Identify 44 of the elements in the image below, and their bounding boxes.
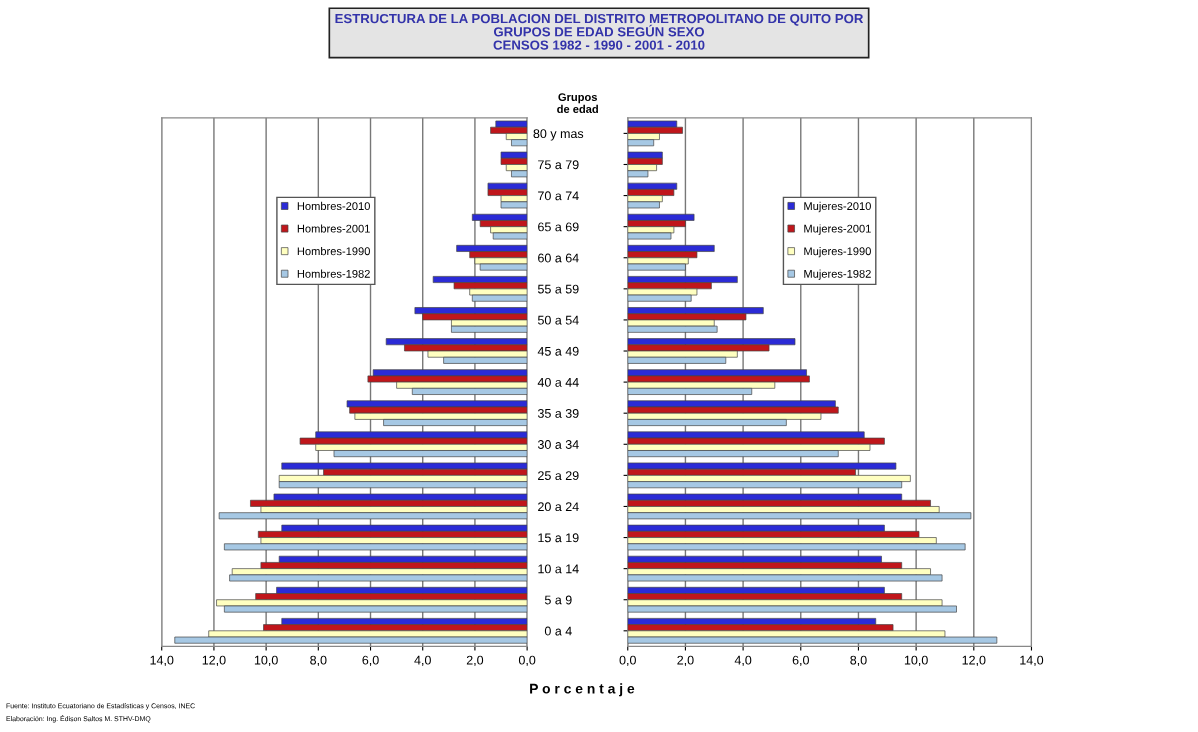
legend-label: Mujeres-2010	[804, 201, 871, 213]
x-tick-label: 2,0	[677, 655, 694, 667]
y-axis-title: Grupos de edad	[557, 93, 598, 114]
y-tick-label: 35 a 39	[537, 408, 579, 418]
y-tick-label: 25 a 29	[538, 471, 579, 481]
y-tick-label: 70 a 74	[538, 191, 579, 201]
x-tick-label: 6,0	[792, 655, 809, 667]
x-tick-label: 10,0	[254, 655, 278, 667]
y-tick-label: 80 y mas	[533, 129, 584, 141]
legend-label: Hombres-1990	[297, 247, 370, 256]
y-tick-label: 40 a 44	[537, 377, 579, 387]
x-axis-title: P o r c e n t a j e	[530, 683, 635, 697]
legend-label: Hombres-2001	[297, 224, 370, 233]
x-tick-label: 4,0	[414, 655, 431, 667]
legend-label: Hombres-1982	[297, 269, 370, 278]
legend-label: Mujeres-1990	[804, 247, 871, 258]
y-tick-label: 75 a 79	[538, 160, 579, 170]
y-tick-label: 55 a 59	[537, 284, 579, 294]
y-tick-label: 5 a 9	[544, 595, 572, 605]
y-tick-label: 60 a 64	[538, 253, 579, 263]
legend-label: Mujeres-1982	[804, 269, 871, 280]
x-tick-label: 2,0	[466, 655, 484, 667]
x-tick-label: 4,0	[734, 655, 752, 667]
x-tick-label: 8,0	[310, 655, 327, 667]
x-tick-label: 0,0	[518, 655, 536, 667]
y-tick-label: 30 a 34	[537, 440, 579, 449]
x-tick-label: 8,0	[850, 655, 867, 667]
x-tick-label: 0,0	[619, 655, 636, 667]
legend-label: Mujeres-2001	[804, 224, 871, 235]
x-tick-label: 12,0	[202, 655, 226, 667]
y-tick-label: 15 a 19	[538, 533, 579, 543]
x-tick-label: 10,0	[904, 655, 928, 667]
legend-label: Hombres-2010	[297, 201, 370, 210]
y-tick-label: 45 a 49	[537, 346, 579, 356]
y-tick-label: 10 a 14	[538, 564, 579, 574]
y-tick-label: 0 a 4	[544, 626, 572, 636]
x-tick-label: 6,0	[362, 655, 379, 667]
y-tick-label: 65 a 69	[538, 222, 579, 232]
text: ESTRUCTURA DE LA POBLACION DEL DISTRITO METROPOLITANO DE QUITO POR GRUPOS DE EDAD SEGÚN SEXO CENSOS 1982 - 1990 - 2001 - 2010	[335, 13, 864, 50]
x-tick-label: 14,0	[1020, 655, 1044, 667]
x-tick-label: 12,0	[962, 655, 986, 667]
y-tick-label: 50 a 54	[537, 315, 579, 325]
x-tick-label: 14,0	[150, 655, 174, 667]
y-tick-label: 20 a 24	[538, 502, 579, 512]
